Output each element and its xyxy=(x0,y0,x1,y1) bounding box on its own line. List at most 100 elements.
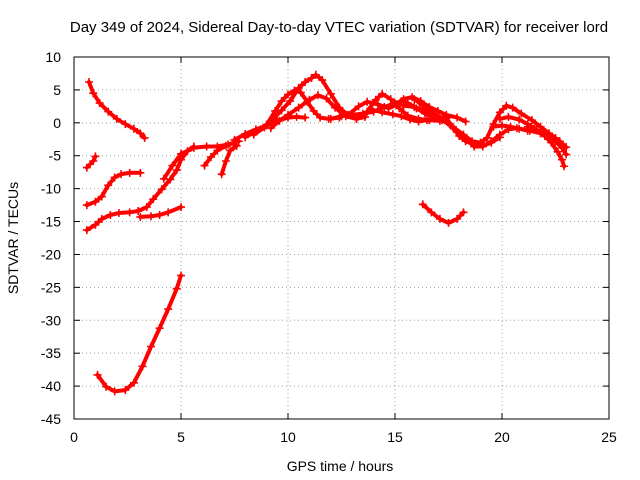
data-point xyxy=(277,97,286,106)
data-point xyxy=(378,108,387,117)
data-point xyxy=(189,143,198,152)
data-point xyxy=(388,110,397,119)
data-point xyxy=(275,116,284,125)
y-tick-label: -40 xyxy=(41,378,61,394)
data-point xyxy=(498,121,506,130)
data-point xyxy=(397,112,406,121)
data-point xyxy=(82,201,91,210)
data-point xyxy=(367,105,376,114)
data-point xyxy=(453,214,462,223)
data-point xyxy=(136,168,145,177)
data-point xyxy=(138,362,147,371)
data-point xyxy=(112,114,121,123)
series-line-arc-6 xyxy=(95,273,183,394)
y-axis-label: SDTVAR / TECUs xyxy=(5,182,21,294)
data-point xyxy=(384,104,393,113)
y-tick-label: -25 xyxy=(41,279,61,295)
data-point xyxy=(125,168,134,177)
data-point xyxy=(309,106,318,115)
data-point xyxy=(418,200,427,209)
data-point xyxy=(517,109,526,118)
data-point xyxy=(508,103,517,112)
data-point xyxy=(249,130,258,139)
data-point xyxy=(217,170,226,179)
data-point xyxy=(147,212,156,221)
y-tick-label: -5 xyxy=(49,148,62,164)
data-point xyxy=(136,129,145,138)
data-point xyxy=(277,106,286,115)
y-tick-label: -20 xyxy=(41,246,61,262)
data-point xyxy=(352,114,361,123)
data-point xyxy=(555,137,564,146)
data-point xyxy=(337,112,346,121)
data-point xyxy=(232,141,241,150)
data-point xyxy=(110,387,119,396)
data-point xyxy=(538,129,547,138)
data-point xyxy=(487,137,496,146)
data-point xyxy=(459,208,468,217)
data-point xyxy=(326,89,335,98)
y-tick-label: 0 xyxy=(53,115,61,131)
data-point xyxy=(95,99,104,108)
data-point xyxy=(168,161,177,170)
x-tick-label: 5 xyxy=(177,429,185,445)
data-point xyxy=(301,78,310,87)
data-point xyxy=(294,83,303,92)
data-point xyxy=(82,163,91,172)
data-point xyxy=(399,101,408,110)
data-point xyxy=(200,161,209,170)
y-tick-label: -30 xyxy=(41,312,61,328)
data-point xyxy=(495,130,504,139)
data-point xyxy=(468,137,477,146)
data-point xyxy=(301,113,310,122)
data-point xyxy=(213,146,222,155)
data-point xyxy=(296,88,305,97)
data-point xyxy=(93,370,102,379)
data-point xyxy=(427,208,436,217)
y-tick-label: -10 xyxy=(41,181,61,197)
data-point xyxy=(82,226,91,235)
data-point xyxy=(129,378,138,387)
plot-frame xyxy=(73,56,610,420)
data-point xyxy=(410,95,419,104)
axis-ticks: 0 5 10 15 20 25 10 5 0 -5 -10 -15 -20 -25 -30 -35 -40 -45 xyxy=(41,49,617,445)
data-point xyxy=(91,220,100,229)
y-tick-label: 5 xyxy=(53,82,61,98)
data-point xyxy=(444,218,453,227)
data-point xyxy=(395,104,404,113)
data-point xyxy=(164,305,173,314)
data-point xyxy=(371,95,380,104)
data-point xyxy=(89,156,98,165)
data-point xyxy=(553,147,562,156)
series-line-arc-19 xyxy=(412,97,558,145)
chart-title: Day 349 of 2024, Sidereal Day-to-day VTE… xyxy=(70,19,608,36)
series-line-arc-1 xyxy=(87,80,147,140)
y-tick-label: 10 xyxy=(45,49,61,65)
data-point xyxy=(221,156,230,165)
data-point xyxy=(155,210,164,219)
data-point xyxy=(110,173,119,182)
data-point xyxy=(172,284,181,293)
data-point xyxy=(286,97,295,106)
data-point xyxy=(117,170,126,179)
y-tick-label: -35 xyxy=(41,345,61,361)
data-point xyxy=(373,100,382,109)
data-point xyxy=(515,115,524,124)
data-point xyxy=(495,114,504,123)
data-point xyxy=(134,207,143,216)
data-point xyxy=(84,78,93,87)
data-point xyxy=(305,95,314,104)
data-point xyxy=(177,203,185,212)
data-point xyxy=(363,97,372,106)
data-point xyxy=(354,102,363,111)
data-point xyxy=(266,124,275,133)
data-point xyxy=(322,94,331,103)
data-point xyxy=(523,122,532,131)
data-point xyxy=(557,155,566,164)
data-point xyxy=(506,122,515,131)
data-point xyxy=(326,114,335,123)
data-point xyxy=(483,133,492,142)
data-point xyxy=(97,192,106,201)
data-point xyxy=(410,103,419,112)
